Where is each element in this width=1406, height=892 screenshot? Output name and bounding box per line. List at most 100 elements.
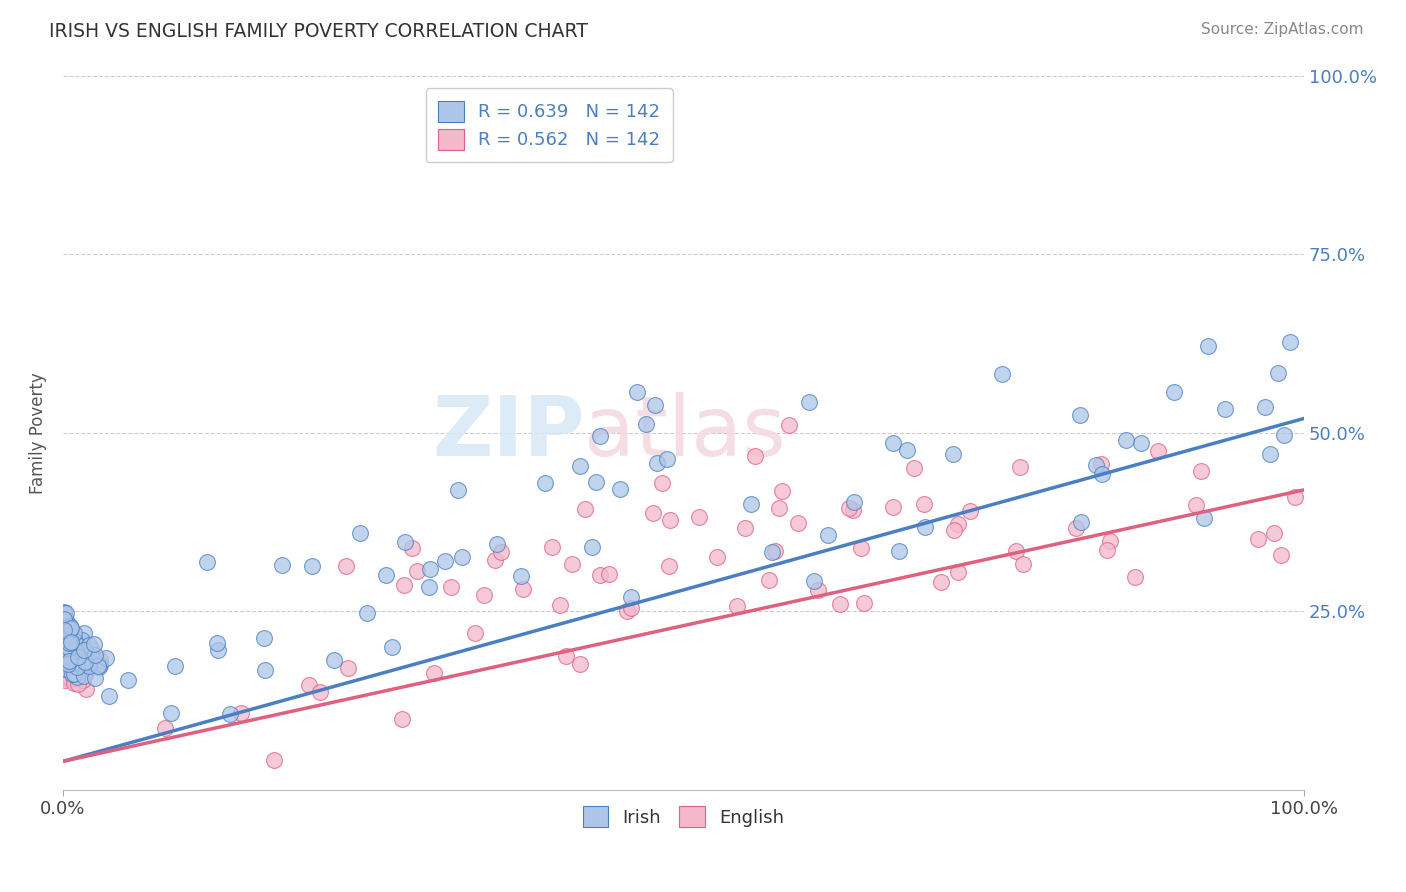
- Point: [72, 640, 94, 655]
- Point: [53, 626, 76, 640]
- Point: [62, 667, 84, 681]
- Point: [76, 656, 98, 670]
- Point: [66, 655, 89, 669]
- Y-axis label: Family Poverty: Family Poverty: [30, 372, 46, 493]
- Point: [79, 657, 101, 672]
- Point: [903, 461, 925, 475]
- Point: [929, 575, 952, 590]
- Point: [356, 606, 378, 620]
- Point: [1246, 533, 1268, 547]
- Point: [56, 625, 79, 640]
- Point: [581, 541, 603, 555]
- Point: [914, 520, 936, 534]
- Point: [53, 640, 76, 655]
- Point: [1099, 533, 1122, 548]
- Point: [484, 552, 506, 566]
- Point: [651, 476, 673, 491]
- Point: [56, 635, 79, 649]
- Point: [53, 633, 76, 648]
- Point: [837, 501, 859, 516]
- Point: [734, 521, 756, 535]
- Point: [406, 564, 429, 578]
- Point: [636, 417, 658, 431]
- Point: [58, 651, 80, 665]
- Point: [76, 664, 98, 678]
- Point: [55, 613, 77, 627]
- Point: [336, 661, 359, 675]
- Point: [58, 640, 80, 655]
- Point: [67, 661, 90, 675]
- Point: [70, 657, 93, 671]
- Point: [959, 504, 981, 518]
- Point: [73, 643, 96, 657]
- Point: [56, 660, 79, 674]
- Point: [658, 513, 681, 527]
- Point: [77, 648, 100, 662]
- Point: [58, 647, 80, 661]
- Point: [912, 497, 935, 511]
- Point: [1258, 447, 1281, 461]
- Point: [69, 648, 91, 662]
- Point: [117, 673, 139, 688]
- Point: [53, 649, 76, 664]
- Point: [450, 549, 472, 564]
- Point: [58, 640, 80, 655]
- Point: [94, 651, 117, 665]
- Point: [301, 558, 323, 573]
- Point: [66, 672, 89, 686]
- Point: [768, 500, 790, 515]
- Point: [1115, 433, 1137, 447]
- Point: [1011, 557, 1033, 571]
- Point: [59, 622, 82, 636]
- Point: [59, 623, 82, 637]
- Point: [62, 651, 84, 665]
- Point: [942, 447, 965, 461]
- Point: [83, 637, 105, 651]
- Point: [1267, 366, 1289, 380]
- Point: [1263, 526, 1285, 541]
- Point: [56, 652, 79, 666]
- Point: [896, 443, 918, 458]
- Point: [66, 649, 89, 664]
- Point: [655, 452, 678, 467]
- Point: [55, 636, 77, 650]
- Point: [73, 669, 96, 683]
- Point: [56, 656, 79, 670]
- Point: [1070, 516, 1092, 530]
- Point: [53, 641, 76, 656]
- Point: [744, 450, 766, 464]
- Point: [706, 550, 728, 565]
- Point: [853, 596, 876, 610]
- Point: [75, 681, 97, 696]
- Point: [1129, 435, 1152, 450]
- Point: [160, 706, 183, 720]
- Point: [842, 495, 865, 509]
- Point: [65, 647, 87, 661]
- Point: [758, 574, 780, 588]
- Point: [73, 626, 96, 640]
- Point: [62, 657, 84, 671]
- Point: [59, 647, 82, 661]
- Point: [75, 656, 97, 670]
- Point: [63, 648, 86, 662]
- Point: [464, 625, 486, 640]
- Point: [53, 636, 76, 650]
- Point: [63, 654, 86, 668]
- Point: [56, 670, 79, 684]
- Point: [263, 754, 285, 768]
- Point: [55, 644, 77, 658]
- Point: [740, 497, 762, 511]
- Point: [447, 483, 470, 498]
- Point: [60, 657, 83, 672]
- Point: [1147, 444, 1170, 458]
- Point: [58, 632, 80, 646]
- Point: [56, 662, 79, 676]
- Point: [67, 650, 90, 665]
- Point: [58, 637, 80, 651]
- Point: [60, 644, 83, 658]
- Point: [1270, 548, 1292, 562]
- Point: [53, 628, 76, 642]
- Point: [59, 619, 82, 633]
- Point: [817, 528, 839, 542]
- Point: [55, 647, 77, 661]
